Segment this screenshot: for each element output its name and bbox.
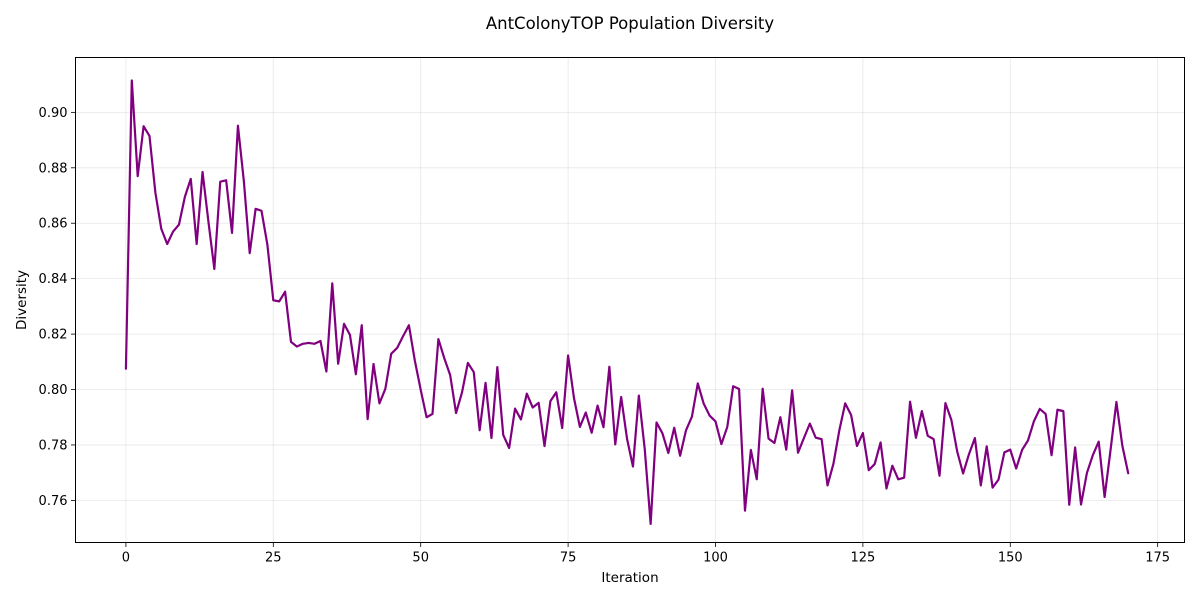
y-tick-label: 0.86: [39, 217, 68, 232]
y-tick-label: 0.88: [39, 161, 68, 176]
x-tick-label: 50: [412, 551, 429, 566]
chart-title: AntColonyTOP Population Diversity: [486, 14, 775, 33]
y-tick-label: 0.80: [39, 383, 68, 398]
y-axis-label: Diversity: [14, 270, 30, 330]
x-axis-label: Iteration: [601, 570, 658, 586]
y-tick-label: 0.76: [39, 494, 68, 509]
x-tick-label: 100: [703, 551, 728, 566]
grid: [75, 57, 1185, 543]
axes-frame: [75, 57, 1185, 543]
x-tick-label: 125: [850, 551, 875, 566]
y-tick-label: 0.78: [39, 438, 68, 453]
plot-area: [124, 79, 1130, 526]
x-tick-label: 0: [122, 551, 130, 566]
y-tick-label: 0.84: [39, 272, 68, 287]
y-axis: 0.76 0.78 0.80 0.82 0.84 0.86 0.88 0.90: [39, 106, 76, 509]
y-tick-label: 0.82: [39, 328, 68, 343]
x-axis: 0 25 50 75 100 125 150 175: [122, 542, 1170, 566]
x-tick-label: 150: [998, 551, 1023, 566]
diversity-series-line: [124, 79, 1130, 526]
x-tick-label: 175: [1145, 551, 1170, 566]
x-tick-label: 75: [560, 551, 577, 566]
y-tick-label: 0.90: [39, 106, 68, 121]
x-tick-label: 25: [265, 551, 282, 566]
